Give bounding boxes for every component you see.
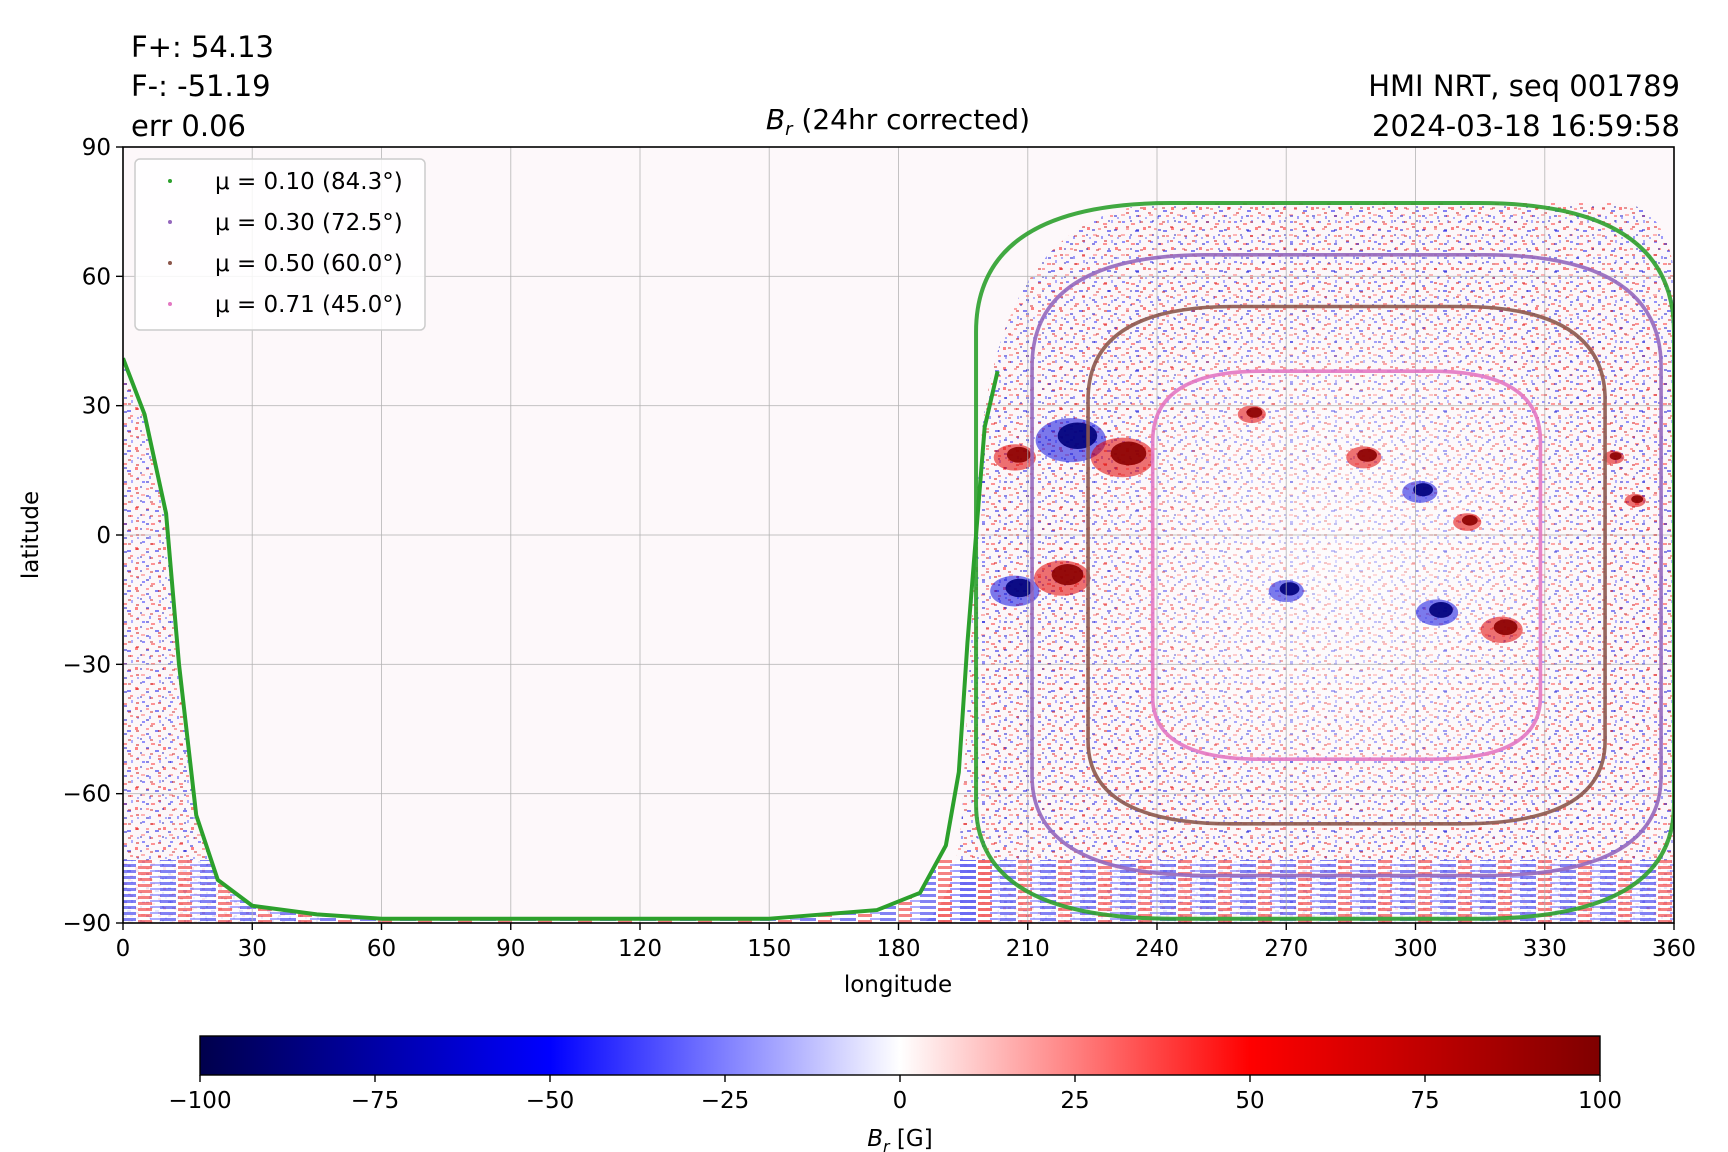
active-region-core [1609,452,1622,461]
legend-box [134,158,426,331]
chart-title: Br (24hr corrected) [766,103,1030,140]
cbar-tick-label: 0 [893,1088,908,1114]
x-tick-label: 210 [1006,936,1050,962]
disk-region [920,203,1674,923]
y-axis-ticks: −90 −60 −30 0 30 60 90 [62,135,123,937]
cbar-tick-label: 25 [1060,1088,1089,1114]
magnetogram-layer [123,203,1674,923]
x-tick-label: 60 [367,936,396,962]
active-region-core [1246,407,1263,418]
active-region-core [1006,446,1031,463]
active-region-core [1413,483,1434,497]
flux-plus-text: F+: 54.13 [131,30,274,64]
legend-label: μ = 0.71 (45.0°) [215,292,403,318]
cbar-tick-label: −75 [351,1088,400,1114]
legend-marker [168,179,172,183]
flux-minus-text: F-: -51.19 [131,69,271,103]
active-region-core [1493,619,1518,636]
active-region-core [1057,422,1098,449]
x-tick-label: 180 [877,936,921,962]
y-tick-label: −60 [62,782,111,808]
y-tick-label: 30 [82,394,111,420]
x-tick-label: 360 [1652,936,1696,962]
cbar-tick-label: −50 [526,1088,575,1114]
error-text: err 0.06 [131,109,246,143]
cbar-unit: [G] [890,1126,933,1152]
title-subscript: r [785,119,794,140]
cbar-tick-label: −25 [701,1088,750,1114]
x-tick-label: 120 [618,936,662,962]
mu-contour-0-10 [974,201,1674,921]
y-tick-label: 0 [96,523,111,549]
mu-contours [123,201,1674,921]
legend-marker [168,302,172,306]
colorbar-ticks: −100 −75 −50 −25 0 25 50 75 100 [168,1075,1622,1114]
mu-contour-0-71 [1150,369,1543,761]
x-axis-ticks: 0 30 60 90 120 150 180 210 240 270 300 330 360 [116,923,1696,962]
title-text: (24hr corrected) [793,103,1031,136]
cbar-symbol: B [867,1126,883,1152]
y-tick-label: 90 [82,135,111,161]
x-tick-label: 270 [1264,936,1308,962]
legend-marker [168,261,172,265]
active-region-core [1357,448,1377,462]
x-tick-label: 150 [747,936,791,962]
x-tick-label: 30 [238,936,267,962]
x-tick-label: 90 [496,936,525,962]
x-tick-label: 330 [1523,936,1567,962]
x-tick-label: 240 [1135,936,1179,962]
y-axis-label: latitude [18,491,44,579]
cbar-tick-label: 50 [1235,1088,1264,1114]
y-tick-label: 60 [82,264,111,290]
x-tick-label: 300 [1394,936,1438,962]
grid [123,147,1674,923]
cbar-subscript: r [883,1137,891,1152]
legend: μ = 0.10 (84.3°) μ = 0.30 (72.5°) μ = 0.50… [134,158,426,331]
y-tick-label: −90 [62,911,111,937]
mu-contour-0-10-wrap [123,357,1000,921]
active-region-core [1429,602,1453,618]
legend-marker [168,220,172,224]
colorbar: −100 −75 −50 −25 0 25 50 75 100 Br [G] [168,1035,1622,1152]
colorbar-gradient [199,1035,1601,1076]
x-axis-label: longitude [844,972,952,998]
mu-contour-0-50 [1086,304,1607,826]
active-region-core [1631,495,1644,504]
active-region-core [1110,441,1147,466]
source-text: HMI NRT, seq 001789 [1368,69,1680,103]
cbar-tick-label: 100 [1578,1088,1622,1114]
x-tick-label: 0 [116,936,131,962]
colorbar-label: Br [G] [867,1126,932,1152]
active-region-core [1279,582,1300,596]
cbar-tick-label: 75 [1410,1088,1439,1114]
timestamp-text: 2024-03-18 16:59:58 [1372,109,1680,143]
y-tick-label: −30 [62,652,111,678]
active-region-core [1051,564,1084,586]
legend-label: μ = 0.30 (72.5°) [215,210,403,236]
legend-label: μ = 0.10 (84.3°) [215,169,403,195]
active-region-core [1461,515,1478,526]
active-region-core [1005,578,1034,598]
title-symbol: B [766,103,785,136]
active-regions [990,405,1646,644]
legend-label: μ = 0.50 (60.0°) [215,251,403,277]
cbar-tick-label: −100 [168,1088,231,1114]
mu-contour-0-30 [1030,252,1663,878]
